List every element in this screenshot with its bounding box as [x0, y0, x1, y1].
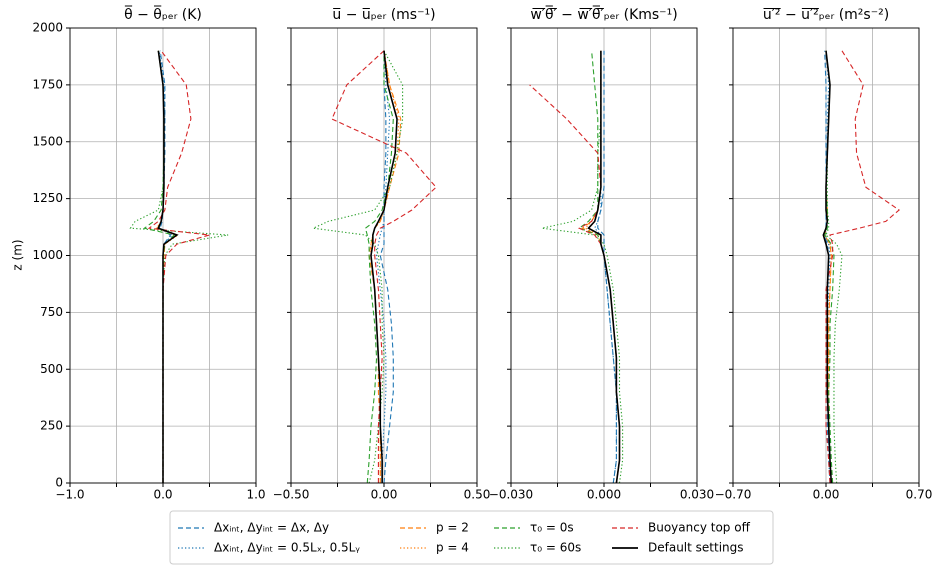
- x-tick-label: −0.50: [273, 488, 310, 502]
- profile-line: [311, 50, 404, 483]
- profile-line: [158, 50, 174, 483]
- profile-line: [529, 84, 621, 483]
- profile-line: [129, 50, 229, 483]
- chart-title: u̅′̅²̅ − u̅′̅²̅ₚₑᵣ (m²s⁻²): [763, 7, 889, 23]
- profile-line: [376, 50, 391, 483]
- profile-line: [825, 50, 900, 483]
- legend-label: Default settings: [648, 541, 744, 555]
- y-axis-label: z (m): [11, 239, 25, 270]
- profile-line: [587, 50, 621, 483]
- x-tick-label: 0.000: [587, 488, 621, 502]
- x-tick-label: 0.70: [906, 488, 933, 502]
- chart-title: u̅ − u̅ₚₑᵣ (ms⁻¹): [332, 7, 435, 23]
- axes-frame: [69, 27, 257, 484]
- profile-line: [584, 50, 621, 483]
- chart-title: w̅′̅θ̅′̅ − w̅′̅θ̅′̅ₚₑᵣ (Kms⁻¹): [530, 5, 677, 23]
- x-tick-label: −1.0: [55, 488, 84, 502]
- legend-label: τ₀ = 60s: [530, 541, 581, 555]
- profile-line: [822, 50, 833, 483]
- legend-label: p = 4: [436, 541, 469, 555]
- legend-label: p = 2: [436, 521, 469, 535]
- profile-line: [370, 50, 400, 483]
- profile-line: [824, 50, 831, 483]
- profile-line: [597, 50, 617, 483]
- y-tick-label: 1000: [32, 248, 63, 262]
- x-tick-label: −0.030: [489, 488, 533, 502]
- y-tick-label: 500: [40, 362, 63, 376]
- profile-line: [156, 50, 178, 483]
- legend-label: Δxᵢₙₜ, Δyᵢₙₜ = 0.5Lₓ, 0.5Lᵧ: [214, 541, 360, 555]
- profile-line: [541, 50, 624, 483]
- y-tick-label: 250: [40, 419, 63, 433]
- profile-line: [157, 50, 179, 483]
- profile-line: [578, 50, 621, 483]
- profile-line: [379, 50, 394, 483]
- x-tick-label: 1.0: [246, 488, 265, 502]
- profile-line: [155, 50, 180, 483]
- x-tick-label: 0.50: [464, 488, 491, 502]
- y-tick-label: 1500: [32, 134, 63, 148]
- axes-frame: [290, 27, 478, 484]
- legend-label: τ₀ = 0s: [530, 521, 574, 535]
- x-tick-label: 0.00: [371, 488, 398, 502]
- y-tick-label: 1250: [32, 191, 63, 205]
- profile-line: [331, 50, 437, 483]
- profile-line: [147, 50, 210, 483]
- y-tick-label: 1750: [32, 77, 63, 91]
- axes-frame: [732, 27, 920, 484]
- axes-frame: [510, 27, 698, 484]
- x-tick-label: 0.030: [680, 488, 714, 502]
- x-tick-label: −0.70: [715, 488, 752, 502]
- legend-label: Δxᵢₙₜ, Δyᵢₙₜ = Δx, Δy: [214, 521, 329, 535]
- y-tick-label: 0: [55, 476, 63, 490]
- x-tick-label: 0.0: [153, 488, 172, 502]
- profile-line: [143, 50, 176, 483]
- profile-line: [370, 50, 398, 483]
- y-tick-label: 2000: [32, 21, 63, 35]
- legend-box: [169, 510, 774, 565]
- x-tick-label: 0.00: [813, 488, 840, 502]
- y-tick-label: 750: [40, 305, 63, 319]
- profile-line: [368, 50, 402, 483]
- legend-label: Buoyancy top off: [648, 521, 751, 535]
- profile-line: [364, 50, 394, 483]
- profile-line: [159, 50, 172, 483]
- chart-title: θ̅ − θ̅ₚₑᵣ (K): [124, 5, 202, 23]
